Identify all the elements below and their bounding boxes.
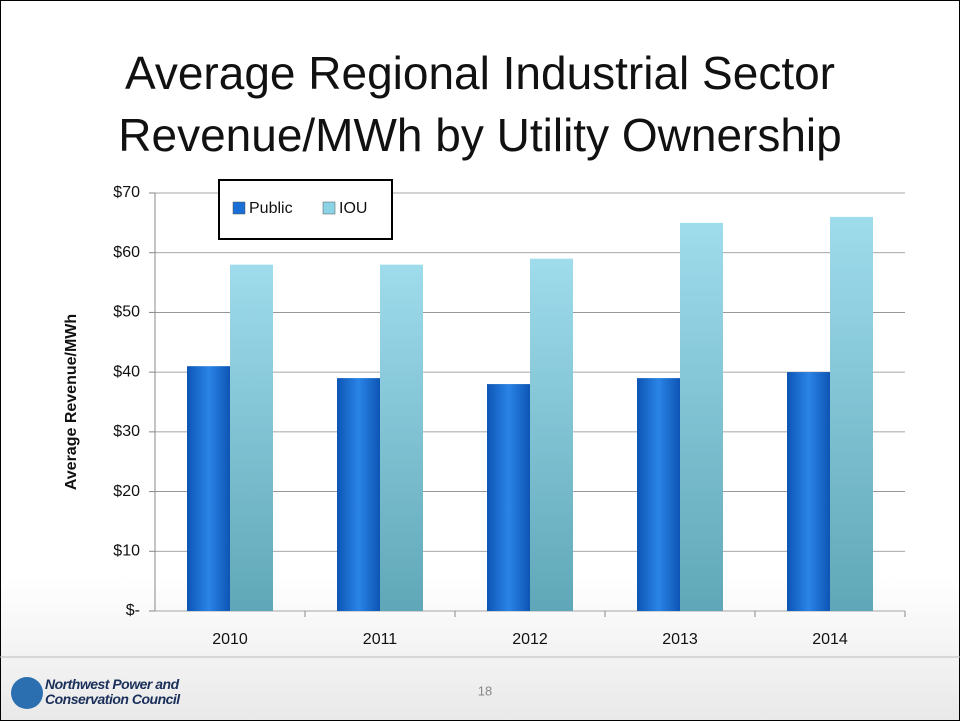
y-tick-label: $70 — [113, 184, 140, 201]
bar — [830, 216, 873, 611]
x-tick-label: 2012 — [512, 631, 548, 648]
x-tick-label: 2011 — [363, 631, 398, 648]
slide-title: Average Regional Industrial Sector Reven… — [118, 47, 842, 161]
org-name: Northwest Power and Conservation Council — [45, 677, 180, 707]
y-tick-label: $40 — [113, 363, 140, 380]
legend-label: Public — [249, 200, 293, 217]
bar — [637, 378, 680, 611]
bar — [530, 258, 573, 611]
y-tick-label: $30 — [113, 423, 140, 440]
org-line: Conservation Council — [45, 691, 180, 707]
legend-box — [218, 179, 393, 240]
y-tick-label: $50 — [113, 304, 140, 321]
bar — [380, 264, 423, 611]
y-tick-label: $- — [126, 602, 140, 619]
bar — [680, 222, 723, 611]
y-axis-label: Average Revenue/MWh — [63, 314, 80, 490]
bar — [187, 366, 230, 611]
x-tick-label: 2013 — [662, 631, 698, 648]
bar — [337, 378, 380, 611]
x-tick-label: 2010 — [212, 631, 248, 648]
page-number: 18 — [478, 683, 492, 698]
bar — [487, 384, 530, 611]
bar — [230, 264, 273, 611]
legend-swatch — [232, 201, 246, 215]
legend-label: IOU — [339, 200, 367, 217]
bar — [787, 372, 830, 611]
y-tick-label: $20 — [113, 483, 140, 500]
logo — [11, 677, 43, 709]
org-line: Northwest Power and — [45, 676, 179, 692]
legend-swatch — [322, 201, 336, 215]
y-tick-label: $10 — [113, 543, 140, 560]
x-tick-label: 2014 — [812, 631, 848, 648]
y-tick-label: $60 — [113, 244, 140, 261]
